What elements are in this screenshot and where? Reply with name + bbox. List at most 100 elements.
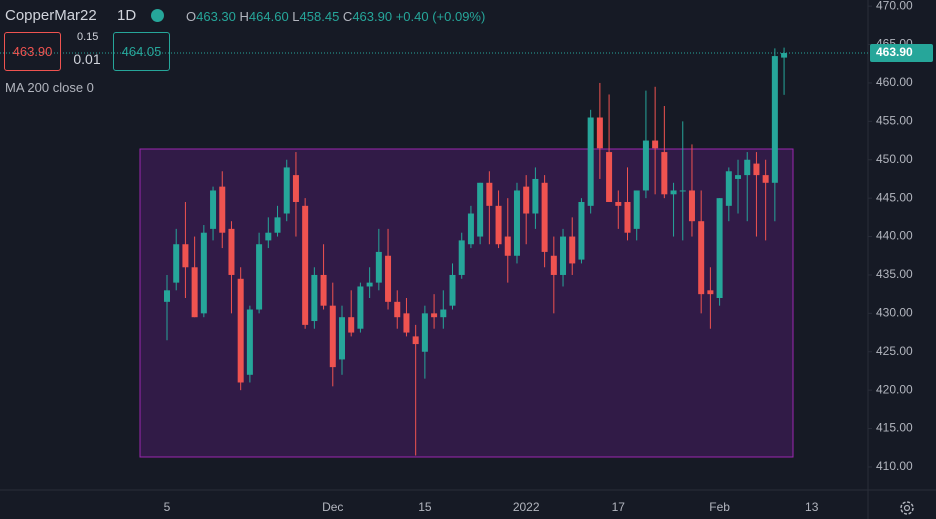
spread: 0.15 bbox=[77, 31, 99, 43]
o-label: O bbox=[186, 9, 197, 24]
candle-body bbox=[698, 221, 705, 295]
candle-body bbox=[560, 236, 567, 275]
candle-body bbox=[633, 190, 640, 229]
candle-body bbox=[467, 213, 474, 245]
y-tick-label: 460.00 bbox=[876, 75, 913, 89]
candle-body bbox=[228, 228, 235, 275]
candle-body bbox=[458, 240, 465, 275]
x-tick-label: Feb bbox=[709, 500, 730, 514]
candle-body bbox=[431, 313, 438, 318]
candle-body bbox=[292, 175, 299, 202]
candle-body bbox=[182, 244, 189, 268]
candle-body bbox=[532, 178, 539, 214]
candle-body bbox=[707, 290, 714, 295]
candle-body bbox=[320, 274, 327, 306]
candle-body bbox=[256, 244, 263, 310]
x-tick-label: 17 bbox=[612, 500, 626, 514]
quantity[interactable]: 0.01 bbox=[73, 51, 101, 67]
y-tick-label: 470.00 bbox=[876, 0, 913, 12]
candle-body bbox=[578, 201, 585, 260]
candle-body bbox=[781, 52, 788, 58]
candle-body bbox=[440, 309, 447, 318]
candle-body bbox=[513, 190, 520, 256]
x-tick-label: 2022 bbox=[513, 500, 540, 514]
c-value: 463.90 bbox=[352, 9, 393, 24]
candle-body bbox=[338, 317, 345, 360]
x-tick-label: Dec bbox=[322, 500, 343, 514]
candle-body bbox=[744, 159, 751, 176]
candle-body bbox=[164, 290, 170, 302]
candle-body bbox=[449, 274, 456, 306]
y-tick-label: 445.00 bbox=[876, 190, 913, 204]
candle-body bbox=[237, 278, 244, 383]
y-tick-label: 435.00 bbox=[876, 267, 913, 281]
candle-body bbox=[486, 182, 493, 206]
candle-body bbox=[421, 313, 428, 352]
candle-body bbox=[385, 255, 392, 302]
gear-outer bbox=[900, 501, 914, 515]
last-price-label: 463.90 bbox=[876, 45, 913, 59]
candle-body bbox=[283, 167, 290, 214]
candle-body bbox=[587, 117, 594, 206]
candle-body bbox=[219, 186, 226, 233]
buy-button[interactable]: 464.05 bbox=[113, 32, 170, 71]
candle-body bbox=[173, 244, 180, 283]
candle-body bbox=[688, 190, 695, 222]
change: +0.40 (+0.09%) bbox=[395, 9, 486, 24]
candle-body bbox=[504, 236, 511, 256]
indicator-legend[interactable]: MA 200 close 0 bbox=[5, 80, 94, 95]
candle-body bbox=[200, 232, 207, 314]
x-tick-label: 13 bbox=[805, 500, 819, 514]
rectangle-drawing bbox=[139, 148, 794, 458]
sell-button[interactable]: 463.90 bbox=[4, 32, 61, 71]
candle-body bbox=[606, 152, 613, 202]
market-status-icon bbox=[151, 9, 164, 22]
c-label: C bbox=[342, 9, 353, 24]
candle-body bbox=[615, 201, 622, 206]
l-label: L bbox=[292, 9, 300, 24]
x-tick-label: 5 bbox=[164, 500, 171, 514]
y-tick-label: 410.00 bbox=[876, 459, 913, 473]
candle-body bbox=[753, 163, 760, 176]
candle-body bbox=[329, 305, 336, 368]
ohlc-legend: O463.30 H464.60 L458.45 C463.90 +0.40 (+… bbox=[186, 9, 485, 24]
l-value: 458.45 bbox=[299, 9, 340, 24]
candle-body bbox=[366, 282, 373, 287]
y-tick-label: 450.00 bbox=[876, 152, 913, 166]
candle-body bbox=[375, 251, 382, 283]
candle-body bbox=[725, 171, 732, 206]
candle-body bbox=[762, 175, 769, 183]
candle-body bbox=[302, 205, 309, 325]
gear-inner bbox=[903, 504, 911, 512]
candle-body bbox=[735, 175, 742, 179]
settings-icon[interactable] bbox=[900, 501, 914, 515]
candle-body bbox=[477, 182, 484, 237]
candle-body bbox=[311, 274, 318, 322]
y-tick-label: 415.00 bbox=[876, 421, 913, 435]
y-tick-label: 440.00 bbox=[876, 229, 913, 243]
candle-body bbox=[210, 190, 217, 229]
candle-body bbox=[771, 56, 778, 183]
candle-body bbox=[274, 217, 281, 233]
y-tick-label: 425.00 bbox=[876, 344, 913, 358]
o-value: 463.30 bbox=[196, 9, 236, 24]
candle-body bbox=[412, 336, 419, 345]
last-price-tag bbox=[870, 43, 933, 62]
candle-body bbox=[403, 313, 410, 333]
candle-body bbox=[246, 309, 253, 375]
candle-body bbox=[642, 140, 649, 191]
candle-body bbox=[191, 267, 198, 318]
candle-body bbox=[670, 190, 677, 195]
candle-body bbox=[624, 201, 631, 233]
interval[interactable]: 1D bbox=[117, 7, 137, 24]
y-tick-label: 420.00 bbox=[876, 382, 913, 396]
symbol[interactable]: CopperMar22 bbox=[5, 7, 97, 24]
candle-body bbox=[679, 190, 686, 192]
h-label: H bbox=[239, 9, 249, 24]
x-tick-label: 15 bbox=[418, 500, 432, 514]
candle-body bbox=[523, 186, 530, 214]
candle-body bbox=[394, 301, 401, 318]
